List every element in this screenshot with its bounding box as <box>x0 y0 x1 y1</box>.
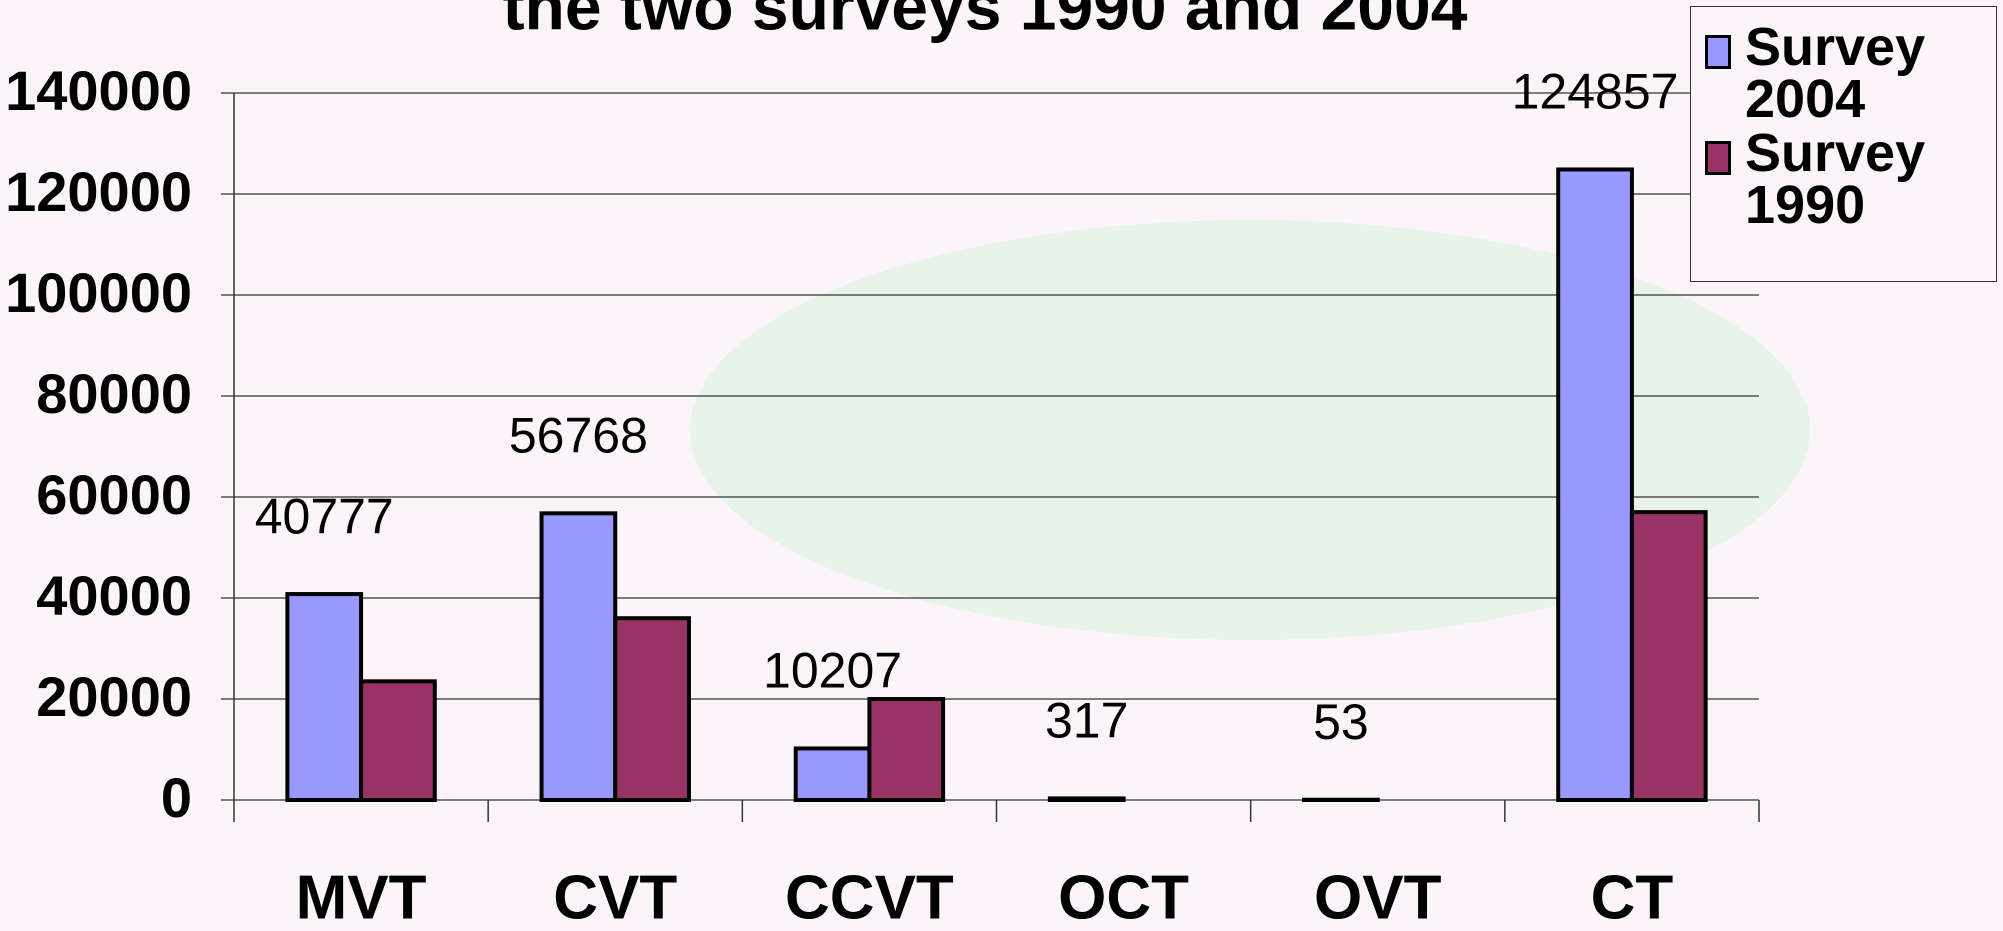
legend-entry: Survey 1990 <box>1745 127 1935 231</box>
y-tick-label: 140000 <box>5 59 192 122</box>
legend-swatch <box>1705 141 1731 175</box>
data-label: 53 <box>1313 694 1369 750</box>
legend-label: Survey 1990 <box>1745 123 1925 235</box>
y-tick-label: 100000 <box>5 261 192 324</box>
data-label: 10207 <box>763 643 902 699</box>
y-tick-label: 80000 <box>36 362 192 425</box>
y-tick-label: 40000 <box>36 564 192 627</box>
y-tick-label: 60000 <box>36 463 192 526</box>
data-label: 124857 <box>1512 64 1679 120</box>
data-label: 40777 <box>255 488 394 544</box>
bar <box>796 748 870 800</box>
x-tick-label: CCVT <box>785 863 954 931</box>
y-tick-label: 120000 <box>5 160 192 223</box>
data-label: 56768 <box>509 408 648 464</box>
x-tick-label: CT <box>1591 863 1674 931</box>
x-tick-label: OCT <box>1058 863 1189 931</box>
bar <box>287 594 361 800</box>
legend-entry: Survey 2004 <box>1745 21 1935 125</box>
bar <box>361 681 435 800</box>
page: the two surveys 1990 and 2004 0 20000 4000… <box>0 0 2003 931</box>
y-tick-label: 20000 <box>36 665 192 728</box>
legend-label: Survey 2004 <box>1745 17 1925 129</box>
bar <box>1558 169 1632 800</box>
x-tick-label: CVT <box>553 863 677 931</box>
x-tick-label: OVT <box>1314 863 1442 931</box>
bar <box>869 699 943 800</box>
bar <box>542 513 616 800</box>
bar <box>1632 512 1706 800</box>
chart-title: the two surveys 1990 and 2004 <box>503 0 1468 43</box>
x-tick-label: MVT <box>296 863 427 931</box>
legend-swatch <box>1705 35 1731 69</box>
y-tick-label: 0 <box>161 766 192 829</box>
data-label: 317 <box>1045 693 1128 749</box>
bar <box>1050 798 1124 800</box>
bar <box>615 618 689 800</box>
